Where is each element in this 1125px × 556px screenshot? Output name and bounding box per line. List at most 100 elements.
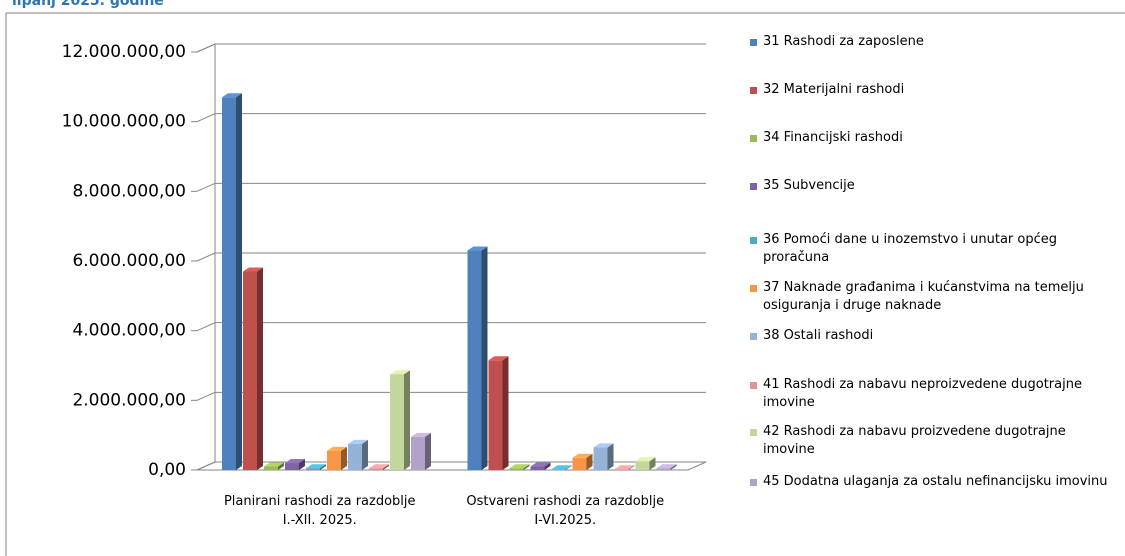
bar-side — [481, 246, 488, 470]
grid-line — [196, 113, 706, 123]
y-tick-label: 2.000.000,00 — [72, 390, 186, 410]
y-tick-label: 12.000.000,00 — [62, 42, 186, 62]
bar — [264, 466, 278, 470]
bar-top — [635, 457, 656, 462]
legend-item: 45 Dodatna ulaganja za ostalu nefinancij… — [750, 473, 1120, 491]
bar — [467, 250, 482, 470]
legend-label: 34 Financijski rashodi — [763, 130, 903, 145]
legend-swatch — [750, 237, 757, 244]
bar-top — [348, 439, 368, 444]
bar-side — [341, 446, 347, 470]
y-tick-label: 8.000.000,00 — [72, 181, 186, 201]
bar — [348, 443, 362, 470]
legend-label: 31 Rashodi za zaposlene — [763, 34, 924, 49]
legend-item: 41 Rashodi za nabavu neproizvedene dugot… — [750, 376, 1120, 412]
bar — [222, 97, 236, 471]
legend-item: 37 Naknade građanima i kućanstvima na te… — [750, 279, 1120, 315]
bar-top — [285, 459, 305, 464]
bar-top — [369, 464, 389, 469]
legend-label: 45 Dodatna ulaganja za ostalu nefinancij… — [763, 474, 1108, 489]
y-tick-label: 6.000.000,00 — [72, 251, 186, 271]
y-tick-label: 10.000.000,00 — [62, 112, 186, 132]
bar-top — [411, 432, 431, 437]
legend-item: 36 Pomoći dane u inozemstvo i unutar opć… — [750, 231, 1120, 267]
bar-top — [551, 465, 572, 470]
bar — [306, 468, 320, 470]
bar-top — [656, 464, 677, 469]
bar-side — [299, 459, 305, 470]
grid-line — [196, 391, 706, 401]
bar-side — [523, 464, 530, 470]
bar-top — [243, 267, 263, 272]
legend-label: 35 Subvencije — [763, 178, 855, 193]
bar-side — [586, 453, 593, 470]
legend-label: 38 Ostali rashodi — [763, 328, 874, 343]
grid-line — [196, 461, 706, 471]
bar-top — [306, 464, 326, 469]
bar — [635, 461, 650, 470]
legend-item: 35 Subvencije — [750, 177, 1120, 195]
y-tick-label: 0,00 — [148, 460, 186, 480]
bar — [390, 374, 404, 470]
legend-label: 41 Rashodi za nabavu neproizvedene dugot… — [763, 377, 1082, 410]
x-tick-label: Ostvareni rashodi za razdoblje I-VI.2025… — [466, 494, 665, 528]
legend-swatch — [750, 429, 757, 436]
bar — [572, 457, 587, 470]
bar-top — [467, 246, 488, 251]
grid-line — [196, 43, 706, 53]
grid-line — [196, 322, 706, 332]
bar — [285, 463, 299, 470]
legend-label: 32 Materijalni rashodi — [763, 82, 905, 97]
bar-side — [236, 93, 242, 471]
bar-side — [649, 457, 656, 470]
bar-side — [502, 356, 509, 470]
x-tick-label: Planirani rashodi za razdoblje I.-XII. 2… — [223, 494, 416, 528]
legend-swatch — [750, 39, 757, 46]
bar — [593, 447, 608, 470]
bar — [369, 468, 383, 470]
bar — [614, 469, 629, 470]
bar-top — [530, 462, 551, 467]
legend-swatch — [750, 382, 757, 389]
legend-swatch — [750, 333, 757, 340]
bar-side — [362, 439, 368, 470]
bar-side — [628, 465, 635, 470]
grid-line — [196, 182, 706, 192]
legend-item: 38 Ostali rashodi — [750, 327, 1120, 345]
bar-side — [544, 462, 551, 470]
bar-side — [257, 267, 263, 470]
bar-top — [264, 462, 284, 467]
legend-label: 42 Rashodi za nabavu proizvedene dugotra… — [763, 424, 1066, 457]
y-tick-label: 4.000.000,00 — [72, 321, 186, 341]
page-title: lipanj 2025. godine — [12, 0, 164, 9]
bar-top — [222, 93, 242, 98]
bar-top — [614, 465, 635, 470]
legend-item: 31 Rashodi za zaposlene — [750, 33, 1120, 51]
bar — [411, 436, 425, 470]
bar — [243, 271, 257, 470]
bar-side — [565, 465, 572, 470]
legend-item: 42 Rashodi za nabavu proizvedene dugotra… — [750, 423, 1120, 459]
legend-label: 36 Pomoći dane u inozemstvo i unutar opć… — [763, 232, 1058, 265]
grid-line — [196, 252, 706, 262]
bar-side — [607, 443, 614, 470]
bar — [656, 468, 671, 470]
legend-item: 32 Materijalni rashodi — [750, 81, 1120, 99]
bar-top — [390, 370, 410, 375]
bar-top — [593, 443, 614, 448]
bar — [509, 468, 524, 470]
bar-top — [327, 446, 347, 451]
bar-side — [670, 464, 677, 470]
bar-top — [488, 356, 509, 361]
bar-side — [425, 432, 431, 470]
bar-side — [404, 370, 410, 470]
bar — [327, 450, 341, 470]
bar-side — [278, 462, 284, 470]
bar — [530, 466, 545, 470]
legend-swatch — [750, 135, 757, 142]
legend-swatch — [750, 479, 757, 486]
bar-side — [383, 464, 389, 470]
legend-swatch — [750, 87, 757, 94]
